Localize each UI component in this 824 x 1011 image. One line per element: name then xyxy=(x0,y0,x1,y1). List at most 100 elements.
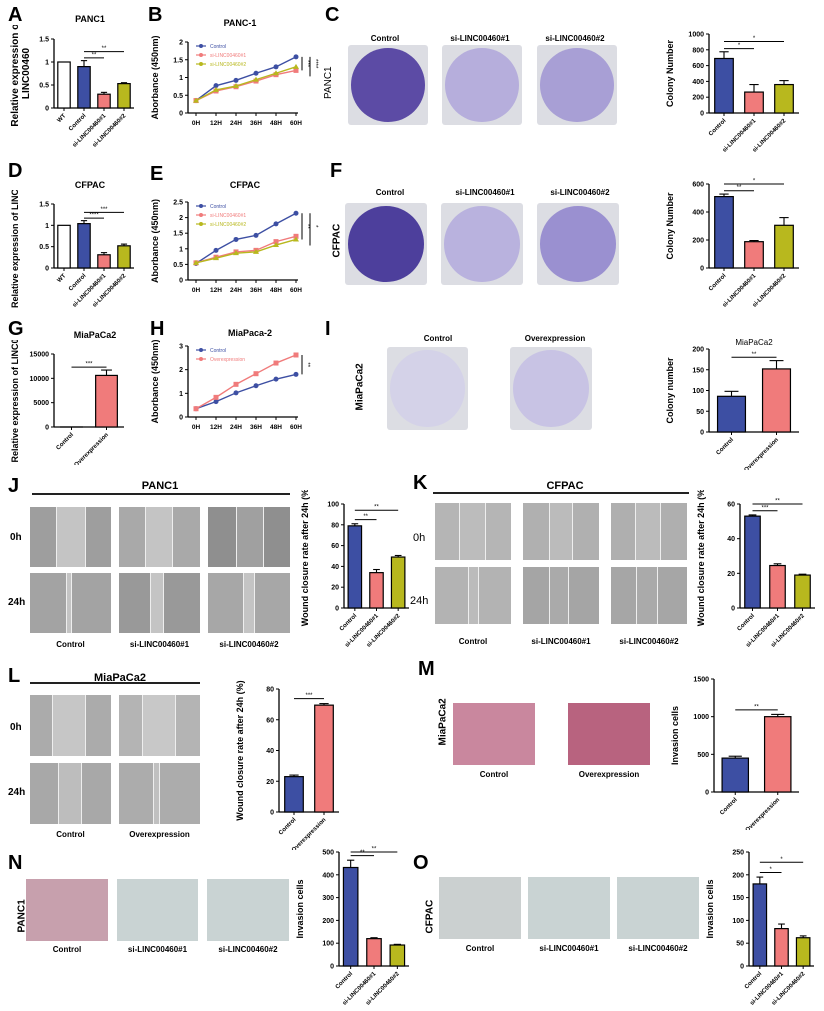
svg-text:1: 1 xyxy=(179,75,183,82)
svg-text:15000: 15000 xyxy=(30,352,50,359)
wound-j-label-si2: si-LINC00460#2 xyxy=(219,640,279,649)
svg-text:0: 0 xyxy=(45,266,49,273)
wound-image-cfpac-si1-0h xyxy=(523,503,599,560)
invasion-image-cfpac-si2 xyxy=(617,877,699,939)
svg-text:20: 20 xyxy=(266,779,274,786)
panel-label-h: H xyxy=(150,318,165,340)
panel-l-row-24h: 24h xyxy=(8,787,26,798)
svg-text:Control: Control xyxy=(708,118,728,138)
svg-text:0.5: 0.5 xyxy=(39,244,49,251)
panel-j-row-0h: 0h xyxy=(10,532,22,543)
svg-text:***: *** xyxy=(761,505,769,511)
panel-c-chart: Colony Number 0 200 400 600 800 1000 Control si-… xyxy=(665,32,799,154)
svg-text:0: 0 xyxy=(45,106,49,113)
svg-text:0: 0 xyxy=(700,266,704,273)
svg-text:36H: 36H xyxy=(250,424,262,431)
wound-j-label-control: Control xyxy=(56,640,85,649)
wound-image-cfpac-si1-24h xyxy=(523,567,599,624)
svg-text:500: 500 xyxy=(697,752,709,759)
panel-k-chart: Wound closure rate after 24h (%) 0 20 40 60 C… xyxy=(696,490,815,649)
panel-label-c: C xyxy=(325,4,340,26)
svg-text:60H: 60H xyxy=(290,424,302,431)
colony-c-label-control: Control xyxy=(370,34,400,43)
colony-plate-cfpac-si2 xyxy=(537,203,619,285)
svg-text:100: 100 xyxy=(732,918,744,925)
wound-image-miapaca2-control-0h xyxy=(30,695,111,756)
svg-text:0H: 0H xyxy=(192,120,201,127)
svg-text:100: 100 xyxy=(327,502,339,509)
svg-text:Control: Control xyxy=(744,971,764,991)
svg-text:Wound closure rate after 24h (: Wound closure rate after 24h (%) xyxy=(235,680,245,820)
svg-text:0: 0 xyxy=(700,111,704,118)
svg-text:0.5: 0.5 xyxy=(173,93,183,100)
invasion-image-panc1-control xyxy=(26,879,108,941)
panel-h-title: MiaPaca-2 xyxy=(227,328,273,338)
svg-text:12H: 12H xyxy=(210,120,222,127)
svg-text:200: 200 xyxy=(692,347,704,354)
colony-i-label-overexpression: Overexpression xyxy=(524,334,586,343)
panel-a-title: PANC1 xyxy=(75,14,105,24)
wound-image-miapaca2-overexpression-24h xyxy=(119,763,200,824)
svg-text:24H: 24H xyxy=(230,287,242,294)
svg-text:Relative expression of: Relative expression of xyxy=(10,25,21,127)
svg-text:Overexpression: Overexpression xyxy=(744,437,781,470)
svg-text:***: *** xyxy=(85,362,93,368)
svg-text:0: 0 xyxy=(330,964,334,971)
panel-label-j: J xyxy=(8,475,20,497)
colony-i-row-label: MiaPaCa2 xyxy=(354,363,366,411)
panel-k-row-0h: 0h xyxy=(413,532,426,544)
panel-n-chart: Invasion cells0100200300400500Controlsi-… xyxy=(295,847,409,1007)
svg-text:Control: Control xyxy=(210,204,226,210)
svg-text:200: 200 xyxy=(322,918,334,925)
svg-text:300: 300 xyxy=(322,895,334,902)
panel-l-header: MiaPaCa2 xyxy=(94,672,146,684)
panel-b-title: PANC-1 xyxy=(223,18,257,28)
svg-text:200: 200 xyxy=(692,95,704,102)
invasion-n-label-si2: si-LINC00460#2 xyxy=(218,945,278,954)
svg-text:1.5: 1.5 xyxy=(39,202,49,209)
svg-text:Aborbance (450nm): Aborbance (450nm) xyxy=(150,199,160,283)
wound-image-miapaca2-overexpression-0h xyxy=(119,695,200,756)
svg-text:0: 0 xyxy=(335,606,339,613)
colony-f-label-si1: si-LINC00460#1 xyxy=(455,188,515,197)
panel-e-title: CFPAC xyxy=(229,180,261,190)
svg-text:40: 40 xyxy=(727,536,735,543)
svg-text:Control: Control xyxy=(56,432,76,452)
svg-text:50: 50 xyxy=(736,941,744,948)
invasion-image-miapaca2-control xyxy=(453,703,535,765)
svg-text:1.5: 1.5 xyxy=(39,37,49,44)
wound-image-panc1-si2-24h xyxy=(208,573,290,633)
invasion-image-cfpac-control xyxy=(439,877,521,939)
svg-text:60: 60 xyxy=(727,502,735,509)
svg-text:20: 20 xyxy=(727,571,735,578)
panel-l-divider xyxy=(30,682,200,684)
panel-g-chart: Relative expression of LINC00460 0 5000 100… xyxy=(10,340,124,465)
panel-f-chart: Colony Number 0 200 400 600 Control si-LINC004… xyxy=(665,179,799,309)
colony-plate-miapaca2-overexpression xyxy=(510,347,592,430)
svg-text:Overexpression: Overexpression xyxy=(210,357,245,363)
svg-text:200: 200 xyxy=(692,238,704,245)
panel-b-chart: Aborbance (450nm) 0 0.5 1 1.5 2 0H 12H 24H 36H 48H… xyxy=(150,35,318,127)
svg-text:si-LINC00460#2: si-LINC00460#2 xyxy=(210,62,246,68)
wound-image-cfpac-control-0h xyxy=(435,503,511,560)
panel-label-b: B xyxy=(148,4,163,26)
svg-text:2: 2 xyxy=(179,367,183,374)
svg-text:Control: Control xyxy=(719,797,739,817)
wound-l-label-control: Control xyxy=(56,830,85,839)
invasion-m-row-label: MiaPaCa2 xyxy=(437,698,449,746)
svg-text:400: 400 xyxy=(692,79,704,86)
panel-o-chart: Invasion cells050100150200250Controlsi-L… xyxy=(705,850,814,1007)
svg-text:1500: 1500 xyxy=(693,677,709,684)
svg-text:Control: Control xyxy=(68,113,88,133)
colony-plate-panc1-si1 xyxy=(442,45,522,125)
svg-text:Colony Number: Colony Number xyxy=(665,40,675,108)
panel-h-chart: Aborbance (450nm) 0 1 2 3 0H 12H 24H 36H 48H 60H Co… xyxy=(150,339,310,431)
svg-text:1: 1 xyxy=(179,246,183,253)
svg-text:60H: 60H xyxy=(290,120,302,127)
svg-text:0: 0 xyxy=(179,278,183,285)
panel-label-l: L xyxy=(8,665,21,687)
svg-text:100: 100 xyxy=(322,941,334,948)
wound-k-label-control: Control xyxy=(458,637,488,646)
invasion-image-panc1-si1 xyxy=(117,879,198,941)
svg-text:Overexpression: Overexpression xyxy=(74,432,111,465)
